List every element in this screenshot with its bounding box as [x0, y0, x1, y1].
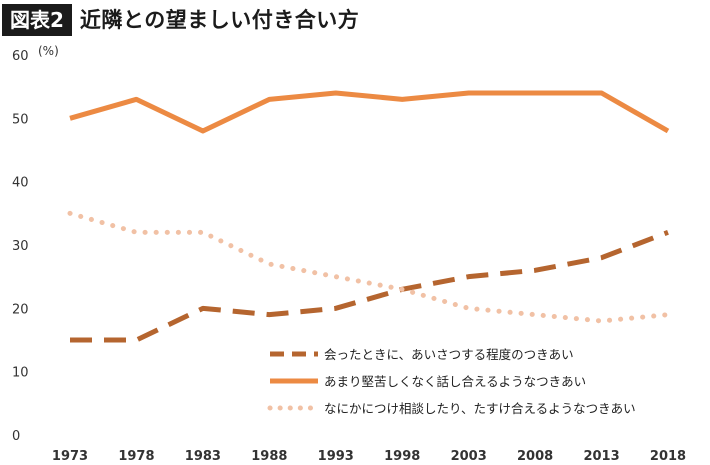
- x-tick-label: 2013: [583, 449, 619, 464]
- chart-title: 近隣との望ましい付き合い方: [79, 8, 360, 32]
- y-tick-label: 60: [12, 49, 29, 64]
- series-line-3: [67, 210, 671, 324]
- series-line-2: [69, 90, 670, 134]
- y-axis-unit: (%): [38, 44, 59, 58]
- figure-badge: 図表2: [2, 4, 72, 36]
- x-tick-label: 2003: [451, 449, 487, 464]
- y-tick-label: 0: [12, 429, 20, 444]
- x-tick-label: 1983: [185, 449, 221, 464]
- x-tick-label: 1978: [118, 449, 154, 464]
- legend-label-3: なにかにつけ相談したり、たすけ合えるようなつきあい: [324, 401, 636, 416]
- series-line-1: [70, 229, 669, 343]
- y-tick-label: 20: [12, 302, 29, 317]
- y-tick-label: 50: [12, 112, 29, 127]
- x-tick-label: 2018: [650, 449, 686, 464]
- x-tick-label: 1988: [251, 449, 287, 464]
- legend-label-2: あまり堅苦しくなく話し合えるようなつきあい: [324, 374, 586, 389]
- y-tick-label: 10: [12, 366, 29, 381]
- x-tick-label: 1993: [318, 449, 354, 464]
- x-tick-label: 1973: [52, 449, 88, 464]
- x-tick-label: 1998: [384, 449, 420, 464]
- legend-label-1: 会ったときに、あいさつする程度のつきあい: [324, 347, 574, 362]
- x-tick-label: 2008: [517, 449, 553, 464]
- y-tick-label: 30: [12, 239, 29, 254]
- y-tick-label: 40: [12, 176, 29, 191]
- chart-header: 図表2 近隣との望ましい付き合い方: [0, 0, 359, 38]
